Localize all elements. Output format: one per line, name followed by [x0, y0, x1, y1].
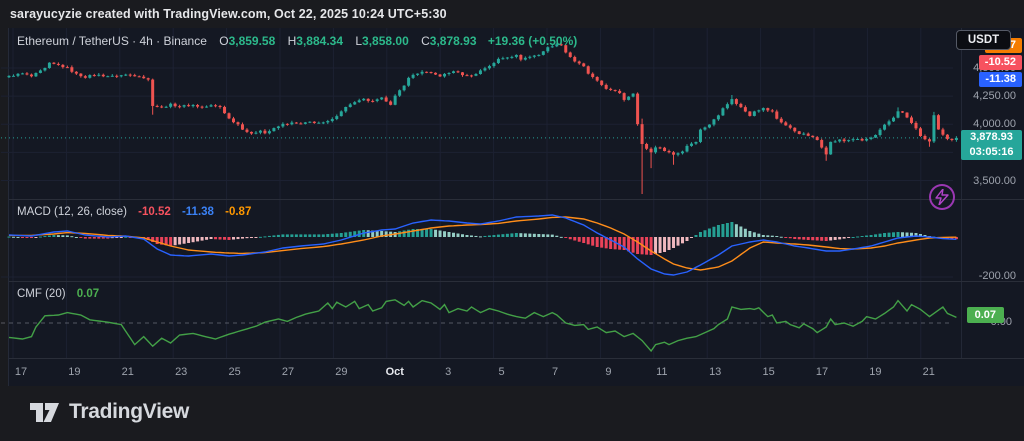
- chart-widget[interactable]: Ethereum / TetherUS · 4h · Binance O3,85…: [1, 28, 1024, 386]
- macd-hist-value: -10.52: [138, 206, 171, 218]
- time-axis-label: 29: [335, 366, 348, 378]
- open-label: O: [219, 34, 229, 48]
- macd-signal-value: -0.87: [225, 206, 252, 218]
- macd-legend[interactable]: MACD (12, 26, close) -10.52 -11.38 -0.87: [17, 206, 251, 218]
- high-label: H: [287, 34, 297, 48]
- time-axis-label: 17: [14, 366, 28, 378]
- time-axis-label: 3: [445, 366, 452, 378]
- time-axis-label: Oct: [385, 366, 404, 378]
- lightning-icon[interactable]: [929, 184, 955, 210]
- price-axis-label: 4,000.00: [973, 118, 1016, 131]
- attribution-bar: sarayucyzie created with TradingView.com…: [0, 0, 1024, 28]
- cmf-legend[interactable]: CMF (20) 0.07: [17, 288, 99, 300]
- low-label: L: [355, 34, 363, 48]
- cmf-value-badge: 0.07: [966, 307, 1004, 323]
- histogram-value-badge: -10.52: [978, 55, 1022, 70]
- brand-name: TradingView: [69, 399, 190, 423]
- footer: TradingView: [0, 386, 1024, 441]
- macd-axis-label: -200.00: [978, 270, 1016, 282]
- pane-separator[interactable]: [9, 281, 1024, 282]
- current-price: 3,878.93: [970, 131, 1013, 143]
- close-value: 3,878.93: [429, 34, 477, 48]
- time-axis-label: 27: [281, 366, 295, 378]
- time-axis-label: 21: [121, 366, 134, 378]
- macd-pane-canvas[interactable]: [1, 199, 1024, 281]
- change-value: +19.36 (+0.50%): [487, 34, 578, 48]
- time-axis-label: 7: [551, 366, 559, 378]
- currency-toggle-button[interactable]: USDT: [956, 30, 1011, 50]
- bar-countdown: 03:05:16: [969, 146, 1014, 158]
- cmf-pane-canvas[interactable]: [1, 281, 1024, 358]
- cmf-value: 0.07: [76, 288, 100, 300]
- time-axis-label: 13: [709, 366, 722, 378]
- time-axis-label: 11: [656, 366, 668, 378]
- price-axis-border: [961, 28, 962, 358]
- tradingview-brand[interactable]: TradingView: [30, 399, 189, 424]
- pane-separator[interactable]: [9, 199, 1024, 200]
- time-axis-label: 15: [762, 366, 775, 378]
- time-axis-label: 19: [68, 366, 81, 378]
- lightning-bolt-glyph: [935, 189, 949, 205]
- close-label: C: [421, 34, 430, 48]
- macd-title[interactable]: MACD (12, 26, close): [17, 206, 127, 218]
- price-pane-canvas[interactable]: [1, 28, 1024, 199]
- time-axis-label: 23: [175, 366, 188, 378]
- time-axis-label: 9: [605, 366, 612, 378]
- time-axis-label: 25: [228, 366, 241, 378]
- time-axis-label: 21: [922, 366, 935, 378]
- cmf-title[interactable]: CMF (20): [17, 288, 66, 300]
- time-axis[interactable]: 17 19 21 23 25 27 29 Oct 3 5 7 9 11 13 15 17 19 21: [9, 358, 1024, 386]
- pane-separator: [9, 358, 1024, 359]
- time-axis-label: 5: [498, 366, 505, 378]
- price-axis-label: 4,250.00: [973, 90, 1016, 103]
- symbol-legend[interactable]: Ethereum / TetherUS · 4h · Binance O3,85…: [17, 34, 577, 48]
- tradingview-logo-icon: [30, 403, 59, 422]
- time-axis-label: 17: [815, 366, 829, 378]
- price-axis-label: 3,500.00: [973, 174, 1016, 187]
- macd-value-badge: -11.38: [979, 72, 1022, 87]
- attribution-text: sarayucyzie created with TradingView.com…: [10, 7, 447, 21]
- time-axis-label: 19: [869, 366, 882, 378]
- symbol-title[interactable]: Ethereum / TetherUS · 4h · Binance: [17, 34, 207, 48]
- low-value: 3,858.00: [362, 34, 409, 48]
- high-value: 3,884.34: [296, 34, 344, 48]
- current-price-badge: 3,878.93 03:05:16: [961, 130, 1022, 160]
- macd-line-value: -11.38: [181, 206, 214, 218]
- open-value: 3,859.58: [228, 34, 276, 48]
